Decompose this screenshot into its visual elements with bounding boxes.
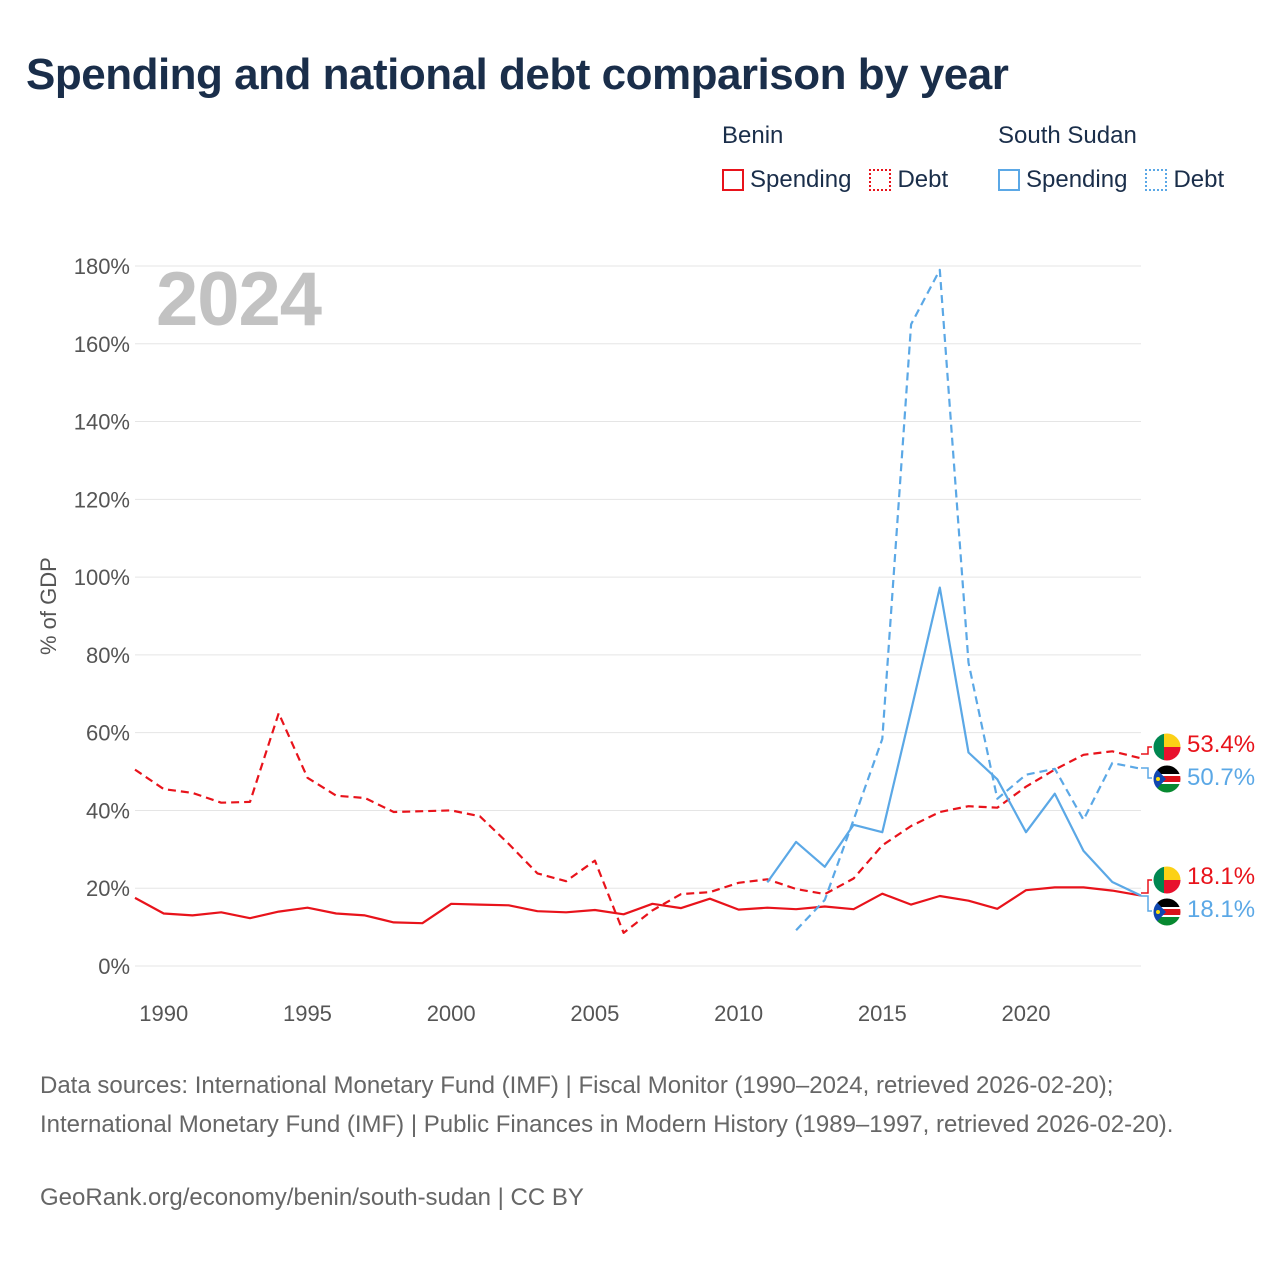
legend-item-label: Debt (897, 166, 949, 193)
legend-group-title: Benin (722, 122, 784, 149)
benin-flag-icon (1152, 865, 1182, 895)
y-tick-label: 120% (74, 487, 130, 512)
legend-item-south-sudan-debt[interactable]: Debt (1145, 166, 1224, 194)
legend-item-benin-spending[interactable]: Spending (722, 166, 851, 194)
end-label-benin-spending: 18.1% (1187, 863, 1256, 890)
x-tick-label: 2020 (1002, 1001, 1051, 1026)
legend-group-south-sudan: South Sudan Spending Debt (998, 122, 1224, 194)
south-sudan-flag-icon (1152, 897, 1182, 927)
x-tick-label: 2015 (858, 1001, 907, 1026)
y-tick-label: 100% (74, 565, 130, 590)
credit-link[interactable]: GeoRank.org/economy/benin/south-sudan | … (40, 1184, 584, 1211)
x-tick-label: 2010 (714, 1001, 763, 1026)
legend-swatch (998, 169, 1020, 191)
series-line-benin-debt[interactable] (134, 712, 1142, 935)
legend-group-title: South Sudan (998, 122, 1137, 149)
y-tick-label: 20% (86, 876, 130, 901)
y-tick-label: 0% (98, 954, 130, 979)
y-axis-label: % of GDP (36, 557, 61, 655)
end-connector-benin-spending (1141, 879, 1152, 894)
x-tick-label: 1995 (283, 1001, 332, 1026)
y-tick-label: 60% (86, 721, 130, 746)
legend-item-south-sudan-spending[interactable]: Spending (998, 166, 1127, 194)
legend-swatch (722, 169, 744, 191)
end-connector-south-sudan-debt (1141, 767, 1152, 779)
legend-item-label: Debt (1173, 166, 1225, 193)
end-connector-benin-debt (1141, 746, 1152, 755)
x-tick-label: 2005 (570, 1001, 619, 1026)
legend-group-benin: Benin Spending Debt (722, 122, 948, 194)
y-tick-label: 140% (74, 410, 130, 435)
legend-swatch (869, 169, 892, 191)
legend-swatch (1145, 169, 1168, 191)
year-badge: 2024 (156, 257, 322, 342)
benin-flag-icon (1152, 732, 1182, 762)
y-tick-label: 80% (86, 643, 130, 668)
series-line-benin-spending[interactable] (134, 886, 1142, 925)
south-sudan-flag-icon (1152, 764, 1182, 794)
x-tick-label: 1990 (139, 1001, 188, 1026)
y-tick-label: 40% (86, 798, 130, 823)
legend-item-benin-debt[interactable]: Debt (869, 166, 948, 194)
chart-title: Spending and national debt comparison by… (26, 50, 1009, 99)
end-label-south-sudan-spending: 18.1% (1187, 896, 1256, 923)
end-label-benin-debt: 53.4% (1187, 731, 1256, 758)
end-label-south-sudan-debt: 50.7% (1187, 764, 1256, 791)
legend-item-label: Spending (750, 166, 852, 193)
end-connector-south-sudan-spending (1141, 895, 1152, 912)
x-tick-label: 2000 (427, 1001, 476, 1026)
y-tick-label: 180% (74, 254, 130, 279)
series-line-south-sudan-debt[interactable] (795, 268, 1142, 931)
series-line-south-sudan-spending[interactable] (766, 586, 1142, 897)
legend-item-label: Spending (1026, 166, 1128, 193)
data-sources: Data sources: International Monetary Fun… (40, 1072, 1174, 1138)
y-tick-label: 160% (74, 332, 130, 357)
